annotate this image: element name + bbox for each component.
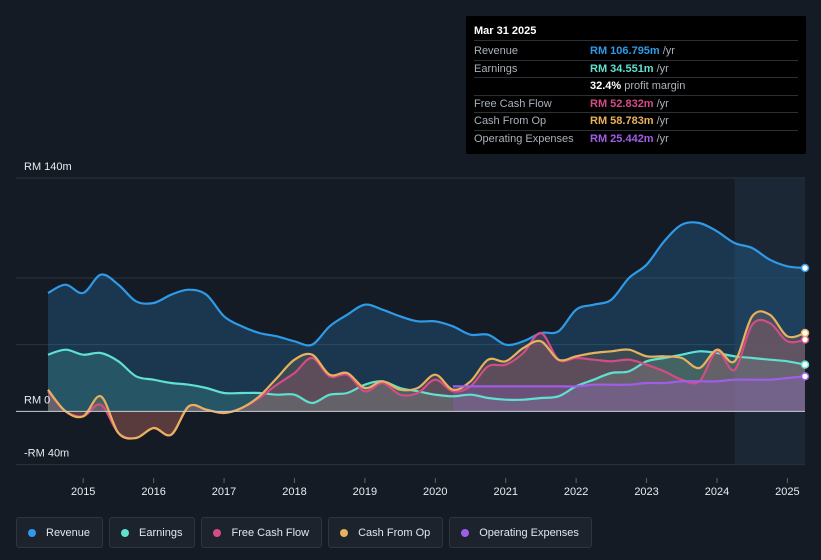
series-lines	[47, 221, 806, 440]
tooltip-row: 32.4% profit margin	[474, 78, 798, 96]
chart-legend: Revenue Earnings Free Cash Flow Cash From O…	[16, 517, 592, 548]
x-tick-label: 2025	[775, 486, 799, 498]
tooltip-row-unit: profit margin	[624, 80, 686, 92]
free-cash-flow-area	[48, 319, 805, 439]
revenue-line	[47, 221, 806, 347]
earnings-area	[48, 349, 805, 412]
legend-item-revenue[interactable]: Revenue	[16, 517, 104, 548]
operating-expenses-line	[452, 375, 806, 388]
revenue-end-dot	[800, 263, 810, 273]
earnings-line	[47, 348, 806, 405]
legend-item-operating-expenses[interactable]: Operating Expenses	[449, 517, 592, 548]
x-tick-label: 2021	[493, 486, 517, 498]
tooltip-row-value: RM 58.783m	[590, 115, 654, 127]
tooltip-row-label: Free Cash Flow	[474, 97, 552, 110]
tooltip-row-label: Revenue	[474, 45, 519, 57]
legend-dot-icon	[121, 528, 130, 537]
legend-item-free-cash-flow[interactable]: Free Cash Flow	[201, 517, 323, 548]
tooltip-row-label: Earnings	[474, 62, 518, 75]
tooltip-row-unit: /yr	[656, 62, 669, 75]
cash-from-op-line	[47, 310, 806, 440]
tooltip-row: Cash From Op RM 58.783m/yr	[474, 113, 798, 131]
legend-label: Revenue	[46, 526, 91, 539]
legend-dot-icon	[28, 528, 36, 537]
tooltip-row: Operating Expenses RM 25.442m/yr	[474, 131, 798, 148]
y-axis-label: -RM 40m	[24, 448, 69, 460]
x-tick-label: 2022	[564, 486, 588, 498]
tooltip-row-label: Operating Expenses	[474, 132, 574, 145]
x-tick-label: 2020	[423, 486, 447, 498]
legend-item-earnings[interactable]: Earnings	[109, 517, 196, 548]
earnings-end-dot	[800, 360, 810, 369]
legend-dot-icon	[340, 528, 349, 537]
x-tick-label: 2023	[634, 486, 658, 498]
operating-expenses-area	[452, 376, 805, 412]
tooltip-row-unit: /yr	[656, 132, 669, 145]
tooltip-row-value: 32.4%	[590, 80, 622, 92]
series-areas	[48, 222, 805, 439]
data-tooltip: Mar 31 2025 Revenue RM 106.795m/yr Earning…	[466, 16, 806, 154]
x-tick-label: 2024	[705, 486, 729, 498]
tooltip-row: Earnings RM 34.551m/yr	[474, 61, 798, 78]
series-end-dots	[800, 263, 810, 381]
y-axis-label: RM 0	[24, 394, 50, 406]
tooltip-row-value: RM 52.832m	[590, 97, 654, 110]
operating-expenses-end-dot	[800, 372, 810, 381]
forecast-highlight-band	[734, 178, 805, 465]
tooltip-row-label	[474, 78, 590, 95]
x-tick-label: 2017	[212, 486, 236, 498]
legend-label: Cash From Op	[358, 526, 431, 539]
legend-dot-icon	[213, 528, 222, 537]
legend-label: Free Cash Flow	[231, 526, 310, 539]
legend-label: Earnings	[139, 526, 183, 539]
x-tick-label: 2016	[141, 486, 165, 498]
x-tick-label: 2018	[282, 486, 306, 498]
x-tick-label: 2019	[353, 486, 377, 498]
tooltip-row-value: RM 34.551m	[590, 62, 654, 75]
legend-label: Operating Expenses	[479, 526, 579, 539]
tooltip-date: Mar 31 2025	[474, 24, 798, 41]
tooltip-row-unit: /yr	[656, 97, 669, 110]
tooltip-row-unit: /yr	[662, 45, 675, 57]
tooltip-row: Revenue RM 106.795m/yr	[474, 43, 798, 61]
x-tick-label: 2015	[71, 486, 95, 498]
legend-item-cash-from-op[interactable]: Cash From Op	[328, 517, 444, 548]
y-axis-labels: RM 140m RM 0 -RM 40m	[24, 161, 72, 460]
y-axis-label: RM 140m	[24, 161, 72, 173]
tooltip-row-value: RM 106.795m	[590, 45, 660, 57]
tooltip-row-value: RM 25.442m	[590, 132, 654, 145]
revenue-area	[48, 222, 805, 412]
tooltip-row: Free Cash Flow RM 52.832m/yr	[474, 96, 798, 113]
tooltip-row-unit: /yr	[656, 115, 669, 127]
cash-from-op-area	[48, 311, 805, 439]
tooltip-rows: Revenue RM 106.795m/yr Earnings RM 34.551m /…	[474, 43, 798, 147]
tooltip-row-label: Cash From Op	[474, 115, 547, 127]
legend-dot-icon	[461, 528, 470, 537]
cash-from-op-end-dot	[800, 328, 810, 338]
x-axis-ticks: 2015 2016 2017 2018 2019 2020 2021 2022 2023 2024…	[71, 478, 800, 498]
